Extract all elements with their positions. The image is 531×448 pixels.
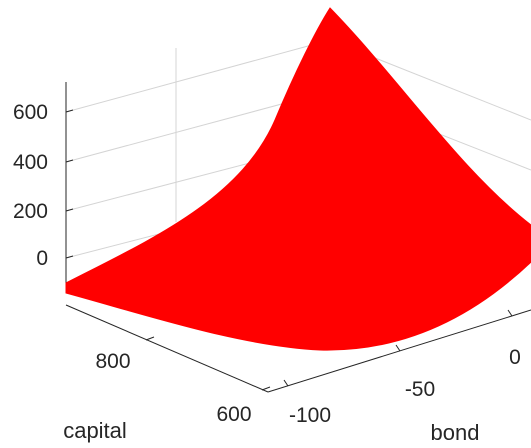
surface [65,7,531,351]
z-tick-label-200: 200 [13,200,48,223]
z-tick-label-400: 400 [13,151,48,174]
capital-tick-label-800: 800 [95,350,130,373]
bond-tick-label-minus-100: -100 [289,404,331,427]
capital-axis-line [65,304,269,393]
capital-ticks [145,336,271,391]
capital-axis-label: capital [63,418,127,443]
z-tick-label-600: 600 [13,101,48,124]
bond-ticks [283,309,513,387]
z-ticks [65,109,74,259]
capital-tick-label-600: 600 [216,403,251,426]
bond-axis-label: bond [431,420,480,445]
bond-tick-label-0: 0 [509,346,521,369]
z-tick-label-0: 0 [36,247,48,270]
bond-tick-label-minus-50: -50 [405,378,435,401]
